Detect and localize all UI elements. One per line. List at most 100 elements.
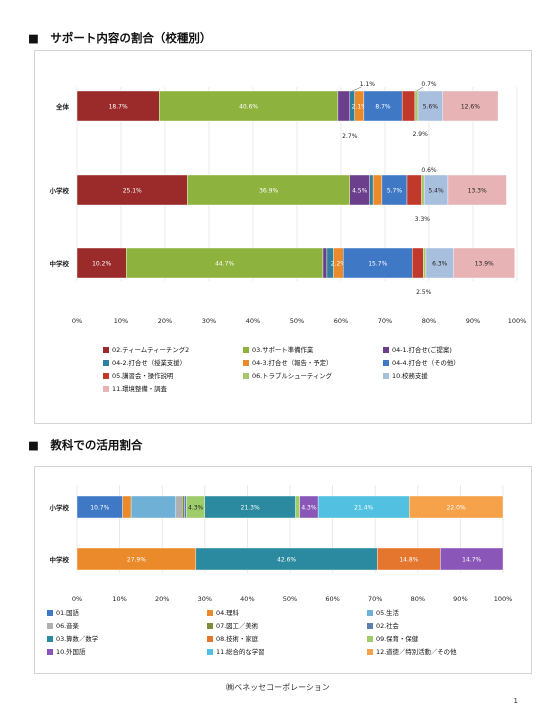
subject-stacked-bar-chart: 0% 10% 20% 30% 40% 50% 60% 70% 80% 90% 100% 小学校 10.7…: [49, 485, 512, 603]
data-label: 42.6%: [277, 556, 296, 563]
legend-item: 06.音楽: [47, 620, 79, 632]
bar-segment: [440, 547, 504, 571]
legend-label: 04-4.打合せ（その他）: [392, 359, 460, 367]
legend-label: 06.音楽: [56, 622, 79, 630]
x-tick-label: 40%: [246, 317, 260, 325]
legend-label: 04-1.打合せ(ご提案): [392, 346, 452, 354]
category-label: 全体: [55, 102, 70, 111]
x-tick-label: 90%: [466, 317, 480, 325]
footer-company: ㈱ベネッセコーポレーション: [226, 683, 330, 692]
bar-segment: [442, 90, 499, 122]
legend-item: 11.環境整備・調査: [103, 383, 167, 395]
x-tick-label: 70%: [368, 595, 382, 603]
legend-swatch: [207, 623, 213, 629]
legend-swatch: [47, 636, 53, 642]
x-tick-label: 60%: [325, 595, 339, 603]
legend-item: 06.トラブルシューティング: [243, 370, 332, 382]
bar-segment: [76, 247, 127, 279]
bar-segment: [401, 90, 416, 122]
section-title-support: ■ サポート内容の割合（校種別）: [28, 31, 212, 45]
legend-item: 12.道徳／特別活動／その他: [367, 646, 456, 658]
x-tick-label: 90%: [453, 595, 467, 603]
legend-label: 09.保育・保健: [376, 635, 419, 643]
bar-segment: [453, 247, 516, 279]
support-stacked-bar-chart: 0% 10% 20% 30% 40% 50% 60% 70% 80% 90% 100% 全体 18.7%…: [49, 81, 527, 325]
legend-swatch: [103, 360, 109, 366]
x-tick-label: 60%: [334, 317, 348, 325]
legend-subject: 01.国語 04.理科 05.生活 06.音楽 07.図工／美術 02.社会 03.算数／数…: [47, 607, 527, 671]
data-label: 14.7%: [462, 556, 481, 563]
category-label: 中学校: [50, 555, 70, 564]
data-label: 12.6%: [461, 103, 480, 110]
x-tick-label: 50%: [283, 595, 297, 603]
legend-label: 11.環境整備・調査: [112, 385, 167, 393]
legend-swatch: [47, 649, 53, 655]
legend-swatch: [367, 623, 373, 629]
legend-swatch: [243, 347, 249, 353]
bar-segment: [343, 247, 413, 279]
bar-segment: [363, 90, 403, 122]
legend-label: 10.校務支援: [392, 372, 428, 380]
bar-segment: [425, 247, 454, 279]
data-label: 15.7%: [368, 260, 387, 267]
section-title-subject: ■ 教科での活用割合: [28, 438, 143, 452]
legend-item: 02.ティームティーチング2: [103, 344, 189, 356]
x-tick-label: 10%: [112, 595, 126, 603]
legend-label: 04-3.打合せ（報告・予定）: [252, 359, 333, 367]
bar-segment: [372, 174, 383, 206]
legend-item: 04-4.打合せ（その他）: [383, 357, 460, 369]
data-label: 40.6%: [239, 103, 258, 110]
data-label: 5.4%: [428, 187, 444, 194]
data-label: 0.7%: [421, 81, 437, 88]
legend-label: 03.算数／数学: [56, 635, 99, 643]
x-tick-label: 70%: [378, 317, 392, 325]
bar-segment: [414, 90, 419, 122]
legend-swatch: [103, 347, 109, 353]
leader-line: [352, 86, 362, 92]
legend-item: 04.理科: [207, 607, 239, 619]
bar-segment: [409, 495, 504, 519]
legend-item: 05.講習会・操作説明: [103, 370, 173, 382]
legend-label: 02.社会: [376, 622, 399, 630]
legend-item: 04-1.打合せ(ご提案): [383, 344, 452, 356]
legend-swatch: [207, 636, 213, 642]
legend-label: 10.外国語: [56, 648, 86, 656]
bar-segment: [295, 495, 300, 519]
bar-segment: [187, 174, 351, 206]
bar-segment: [421, 174, 425, 206]
data-label: 5.7%: [387, 187, 403, 194]
legend-label: 04-2.打合せ（授業支援）: [112, 359, 187, 367]
data-label: 2.5%: [416, 289, 432, 296]
x-tick-label: 50%: [290, 317, 304, 325]
data-label: 27.9%: [127, 556, 146, 563]
legend-swatch: [243, 360, 249, 366]
x-tick-label: 40%: [240, 595, 254, 603]
leader-line: [416, 86, 424, 92]
data-label: 21.4%: [354, 504, 373, 511]
data-label: 36.9%: [259, 187, 278, 194]
legend-item: 03.サポート準備作業: [243, 344, 313, 356]
legend-label: 06.トラブルシューティング: [252, 372, 333, 380]
data-label: 21.3%: [241, 504, 260, 511]
bar-segment: [322, 247, 328, 279]
bar-segment: [423, 247, 427, 279]
legend-swatch: [383, 347, 389, 353]
bar-segment: [184, 495, 187, 519]
data-label: 18.7%: [109, 103, 128, 110]
data-label: 3.3%: [415, 216, 431, 223]
legend-item: 10.校務支援: [383, 370, 428, 382]
data-label: 14.8%: [399, 556, 418, 563]
data-label: 13.9%: [475, 260, 494, 267]
data-label: 2.1%: [352, 103, 368, 110]
x-tick-label: 80%: [422, 317, 436, 325]
bar-segment: [412, 247, 424, 279]
legend-item: 01.国語: [47, 607, 79, 619]
legend-label: 01.国語: [56, 609, 79, 617]
data-label: 4.3%: [188, 504, 204, 511]
data-label: 2.7%: [342, 133, 358, 140]
legend-swatch: [383, 360, 389, 366]
x-tick-label: 100%: [508, 317, 527, 325]
legend-swatch: [367, 610, 373, 616]
data-label: 2.2%: [331, 260, 347, 267]
legend-swatch: [243, 373, 249, 379]
